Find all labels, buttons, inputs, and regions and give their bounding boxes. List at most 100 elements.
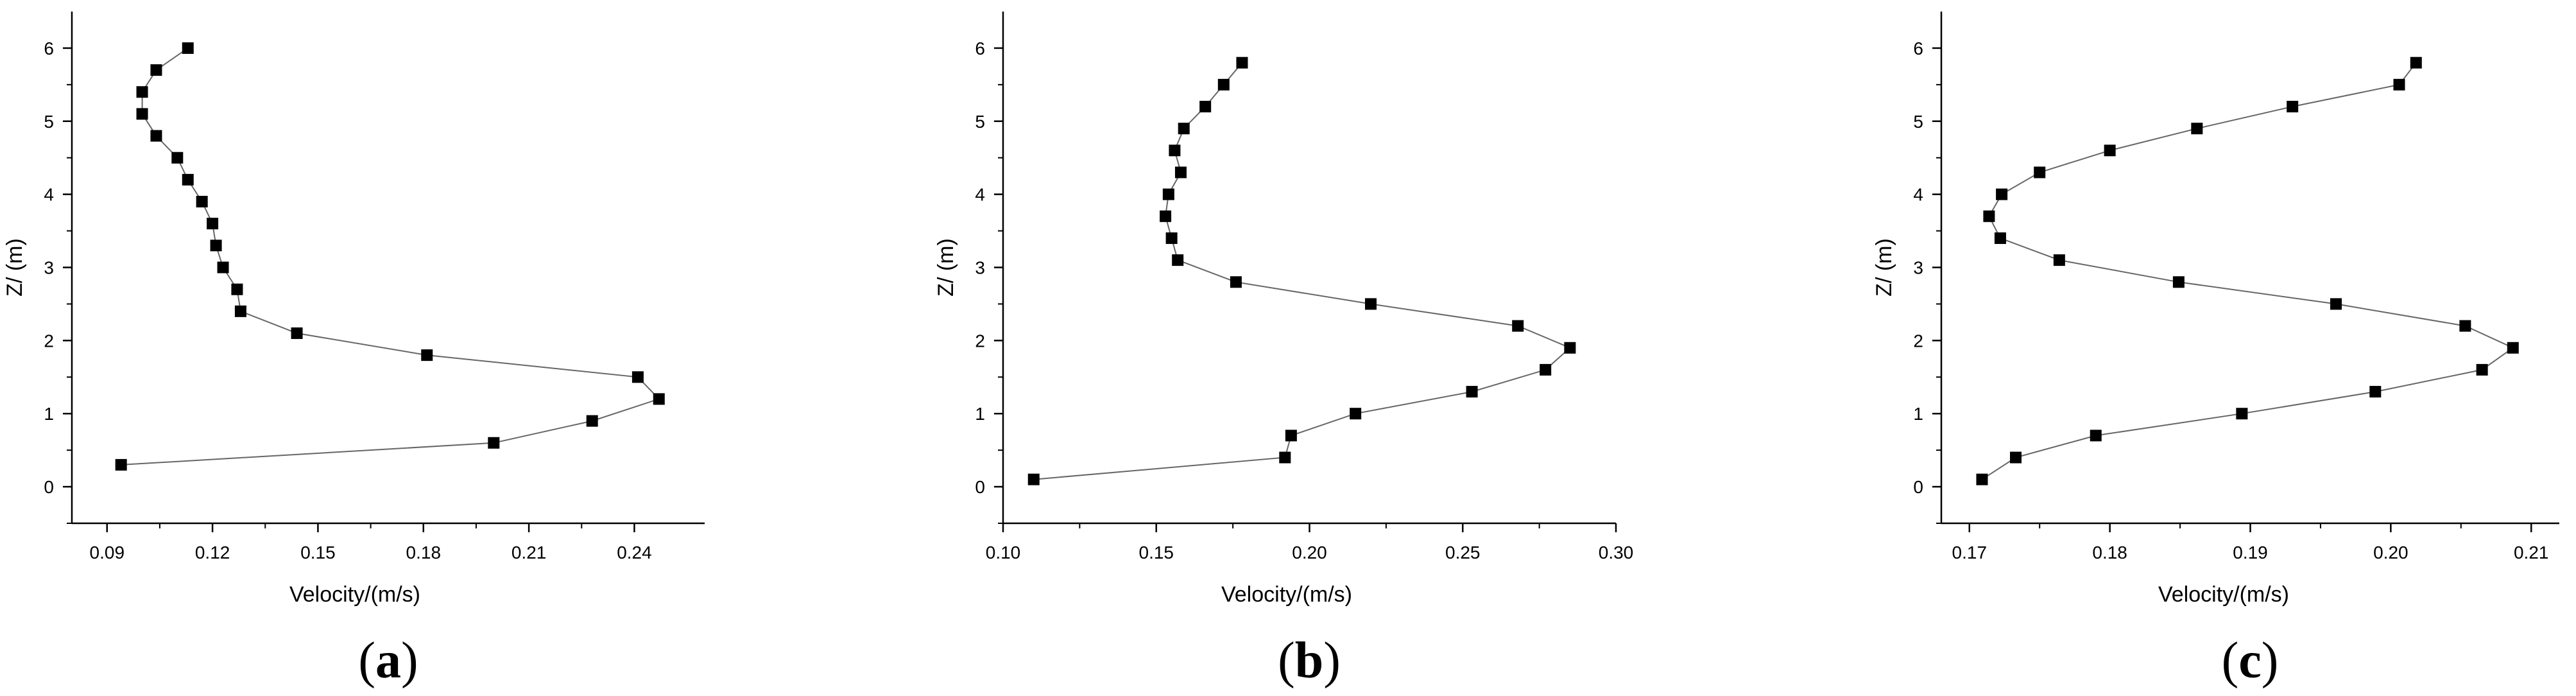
data-point bbox=[1178, 123, 1190, 135]
y-tick-label: 3 bbox=[44, 258, 54, 278]
data-point bbox=[2410, 57, 2422, 69]
chart-panel-c: 0.17 0.18 0.19 0.20 0.21 0 1 2 3 4 5 6 Velocity/(m/s… bbox=[1872, 12, 2559, 689]
data-point bbox=[1350, 408, 1362, 420]
data-point bbox=[586, 415, 598, 427]
y-tick-label: 6 bbox=[975, 39, 985, 58]
data-point bbox=[2009, 451, 2022, 464]
data-point bbox=[210, 239, 222, 252]
series-line bbox=[1981, 62, 2514, 480]
y-tick-label: 4 bbox=[1913, 185, 1923, 205]
y-tick-label: 2 bbox=[1913, 331, 1923, 351]
x-tick-label: 0.21 bbox=[2514, 543, 2549, 562]
x-tick-label: 0.09 bbox=[90, 543, 125, 562]
x-tick-label: 0.24 bbox=[617, 543, 652, 562]
data-point bbox=[196, 196, 208, 208]
data-point bbox=[1236, 57, 1248, 69]
panel-label-letter: a bbox=[375, 632, 401, 689]
data-point bbox=[231, 283, 243, 295]
data-point bbox=[2172, 276, 2185, 288]
chart-panel-a: 0.09 0.12 0.15 0.18 0.21 0.24 0 1 2 3 4 5 6 Velocity/… bbox=[3, 12, 705, 689]
y-axis-title: Z/ (m) bbox=[934, 238, 958, 297]
y-tick-label: 0 bbox=[44, 477, 54, 497]
data-point bbox=[207, 218, 219, 230]
data-point bbox=[2104, 144, 2116, 157]
panel-label-letter: b bbox=[1295, 632, 1324, 689]
series-line bbox=[1033, 62, 1572, 480]
data-point bbox=[150, 64, 162, 76]
y-tick-label: 4 bbox=[975, 185, 985, 205]
panel-label: (b) bbox=[1278, 632, 1341, 689]
data-point bbox=[1160, 210, 1172, 222]
data-point bbox=[421, 349, 433, 361]
panel-label-open: ( bbox=[358, 632, 375, 689]
data-point bbox=[488, 437, 500, 449]
data-point bbox=[1169, 144, 1181, 157]
y-tick-label: 2 bbox=[975, 331, 985, 351]
x-tick-label: 0.15 bbox=[300, 543, 336, 562]
panel-label-open: ( bbox=[2222, 632, 2239, 689]
data-point bbox=[1994, 232, 2006, 244]
data-point bbox=[1165, 232, 1178, 244]
data-point bbox=[631, 371, 644, 383]
data-point bbox=[2476, 363, 2488, 376]
x-tick-label: 0.19 bbox=[2233, 543, 2268, 562]
data-point bbox=[2034, 166, 2046, 178]
panel-label: (c) bbox=[2222, 632, 2279, 689]
data-point bbox=[2191, 123, 2203, 135]
data-point bbox=[171, 152, 184, 164]
x-axis-title: Velocity/(m/s) bbox=[1221, 582, 1352, 607]
y-tick-label: 6 bbox=[44, 39, 54, 58]
data-point bbox=[1983, 210, 1995, 222]
data-point bbox=[1512, 320, 1524, 332]
data-point bbox=[2090, 430, 2102, 442]
x-tick-label: 0.18 bbox=[2092, 543, 2127, 562]
data-point bbox=[182, 42, 194, 54]
data-point bbox=[2459, 320, 2471, 332]
data-point bbox=[1217, 78, 1230, 91]
y-tick-label: 6 bbox=[1913, 39, 1923, 58]
x-tick-label: 0.21 bbox=[511, 543, 547, 562]
y-tick-label: 2 bbox=[44, 331, 54, 351]
x-tick-label: 0.18 bbox=[406, 543, 442, 562]
data-point bbox=[1162, 188, 1174, 200]
data-point bbox=[1564, 342, 1576, 354]
data-point bbox=[653, 393, 665, 405]
y-tick-label: 0 bbox=[1913, 477, 1923, 497]
x-tick-label: 0.20 bbox=[1292, 543, 1327, 562]
y-tick-label: 0 bbox=[975, 477, 985, 497]
x-tick-label: 0.25 bbox=[1445, 543, 1481, 562]
data-point bbox=[1279, 451, 1291, 464]
panel-label-open: ( bbox=[1278, 632, 1295, 689]
data-point bbox=[136, 108, 148, 120]
y-tick-label: 1 bbox=[975, 404, 985, 424]
data-point bbox=[1365, 298, 1377, 310]
x-tick-label: 0.30 bbox=[1599, 543, 1634, 562]
x-tick-label: 0.20 bbox=[2373, 543, 2409, 562]
data-point bbox=[2369, 386, 2382, 398]
x-tick-label: 0.12 bbox=[195, 543, 230, 562]
y-tick-label: 4 bbox=[44, 185, 54, 205]
chart-panel-b: 0.10 0.15 0.20 0.25 0.30 0 1 2 3 4 5 6 Velocity/(m/s… bbox=[934, 12, 1633, 689]
data-point bbox=[1285, 430, 1297, 442]
data-point bbox=[1172, 254, 1184, 266]
data-point bbox=[1027, 473, 1040, 485]
data-point bbox=[2393, 78, 2405, 91]
data-point bbox=[150, 130, 162, 142]
data-point bbox=[1976, 473, 1988, 485]
data-point bbox=[2236, 408, 2248, 420]
data-point bbox=[217, 261, 229, 274]
data-point bbox=[1996, 188, 2008, 200]
y-tick-label: 5 bbox=[975, 112, 985, 132]
x-tick-label: 0.17 bbox=[1952, 543, 1988, 562]
x-tick-label: 0.10 bbox=[986, 543, 1021, 562]
data-point bbox=[136, 86, 148, 98]
data-point bbox=[291, 327, 303, 339]
data-point bbox=[115, 458, 127, 471]
data-point bbox=[1199, 101, 1212, 113]
data-point bbox=[182, 173, 194, 186]
data-point bbox=[234, 305, 246, 317]
y-tick-label: 3 bbox=[1913, 258, 1923, 278]
series-line bbox=[121, 48, 660, 465]
data-point bbox=[2330, 298, 2342, 310]
